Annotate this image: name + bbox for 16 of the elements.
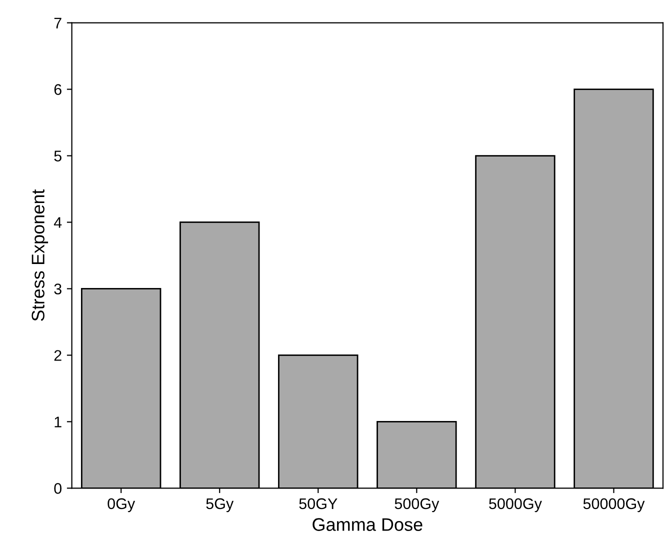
- y-tick-label: 4: [54, 217, 62, 228]
- x-tick-label: 5Gy: [206, 498, 234, 512]
- x-tick-label: 5000Gy: [489, 498, 542, 512]
- y-tick-label: 1: [54, 416, 62, 428]
- y-tick-label: 0: [54, 483, 62, 494]
- x-tick-label: 0Gy: [108, 498, 136, 512]
- y-tick-label: 7: [54, 18, 62, 28]
- x-tick-label: 50000Gy: [583, 498, 645, 512]
- y-tick-label: 5: [54, 150, 62, 162]
- x-tick-label: 500Gy: [394, 498, 440, 512]
- y-tick-label: 2: [54, 350, 62, 361]
- y-tick-label: 6: [54, 84, 62, 95]
- y-tick-label: 3: [54, 284, 62, 294]
- x-tick-label: 50GY: [299, 498, 338, 510]
- x-axis-title: Gamma Dose: [312, 518, 422, 531]
- y-axis-title: Stress Exponent: [32, 189, 48, 321]
